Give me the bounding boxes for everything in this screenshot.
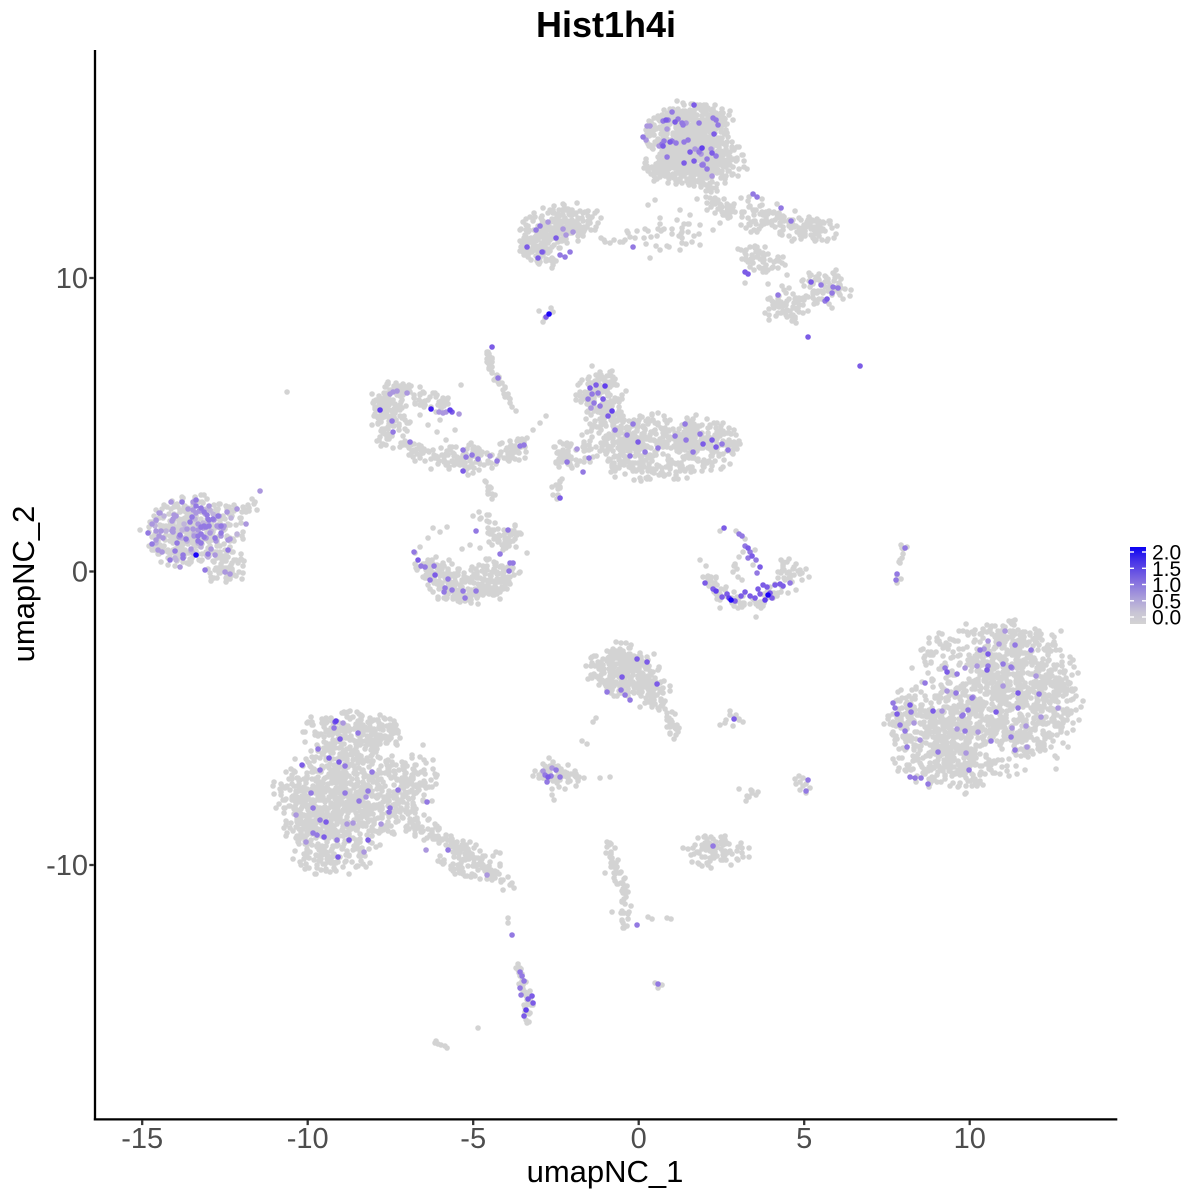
svg-text:Hist1h4i: Hist1h4i xyxy=(536,4,676,45)
svg-text:-5: -5 xyxy=(460,1123,486,1155)
svg-text:10: 10 xyxy=(954,1123,986,1155)
svg-text:0: 0 xyxy=(631,1123,647,1155)
svg-text:-10: -10 xyxy=(46,850,88,882)
svg-text:10: 10 xyxy=(56,263,88,295)
svg-text:umapNC_2: umapNC_2 xyxy=(6,506,41,663)
svg-text:0.0: 0.0 xyxy=(1152,607,1181,630)
svg-text:1.0: 1.0 xyxy=(1152,574,1181,597)
svg-text:0: 0 xyxy=(72,557,88,589)
svg-text:0.5: 0.5 xyxy=(1152,590,1181,613)
svg-text:5: 5 xyxy=(796,1123,812,1155)
svg-text:2.0: 2.0 xyxy=(1152,542,1181,565)
svg-text:umapNC_1: umapNC_1 xyxy=(527,1154,684,1189)
svg-text:-10: -10 xyxy=(287,1123,329,1155)
svg-text:-15: -15 xyxy=(121,1123,163,1155)
svg-text:1.5: 1.5 xyxy=(1152,558,1181,581)
